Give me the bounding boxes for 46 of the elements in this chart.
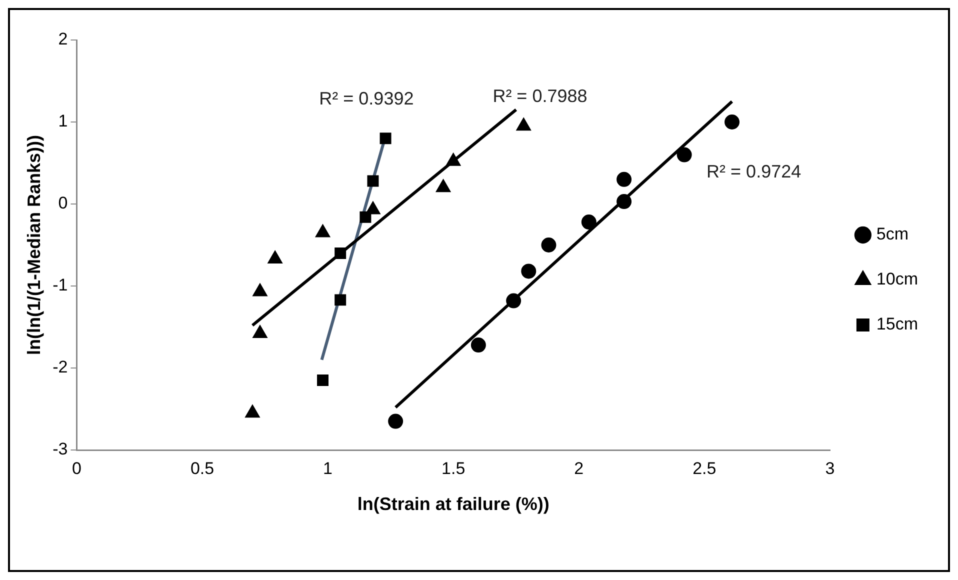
x-tick-label: 3 — [825, 458, 835, 478]
y-tick-label: -2 — [52, 358, 68, 377]
point — [334, 294, 346, 306]
point — [334, 247, 346, 259]
point — [506, 293, 522, 308]
point — [436, 180, 450, 192]
point — [366, 202, 380, 214]
annotation: R² = 0.9392 — [319, 88, 414, 109]
annotation: R² = 0.9724 — [706, 161, 802, 182]
point — [470, 338, 486, 353]
y-tick-label: -1 — [52, 276, 68, 295]
point — [616, 194, 632, 210]
legend-label: 15cm — [876, 314, 918, 334]
y-axis-title: ln(ln(1/(1-Median Ranks))) — [24, 134, 44, 356]
point — [360, 211, 372, 223]
point — [676, 147, 692, 162]
point — [367, 175, 379, 187]
y-tick-label: 0 — [58, 194, 68, 213]
x-tick-label: 1.5 — [442, 458, 466, 478]
point — [521, 264, 536, 279]
y-tick-label: 1 — [58, 112, 68, 131]
x-tick-label: 1 — [323, 458, 333, 478]
point — [380, 132, 392, 144]
point — [316, 225, 330, 238]
x-tick-label: 0 — [72, 458, 82, 478]
point — [446, 154, 460, 166]
point — [388, 414, 404, 429]
legend-label: 5cm — [876, 224, 909, 244]
annotation: R² = 0.7988 — [492, 86, 588, 106]
point — [616, 172, 632, 187]
x-tick-label: 2.5 — [692, 458, 716, 478]
x-tick-label: 2 — [574, 458, 584, 478]
point — [581, 214, 596, 230]
point — [268, 251, 282, 264]
point — [317, 374, 329, 386]
y-tick-label: 2 — [58, 30, 68, 49]
legend-label: 10cm — [876, 270, 918, 289]
point — [253, 284, 267, 296]
point — [724, 114, 740, 130]
x-tick-label: 0.5 — [190, 458, 214, 478]
point — [246, 406, 260, 418]
point — [541, 238, 556, 252]
x-axis-title: ln(Strain at failure (%)) — [357, 494, 550, 514]
point — [253, 326, 267, 338]
y-tick-label: -3 — [52, 440, 68, 459]
point — [516, 118, 530, 131]
